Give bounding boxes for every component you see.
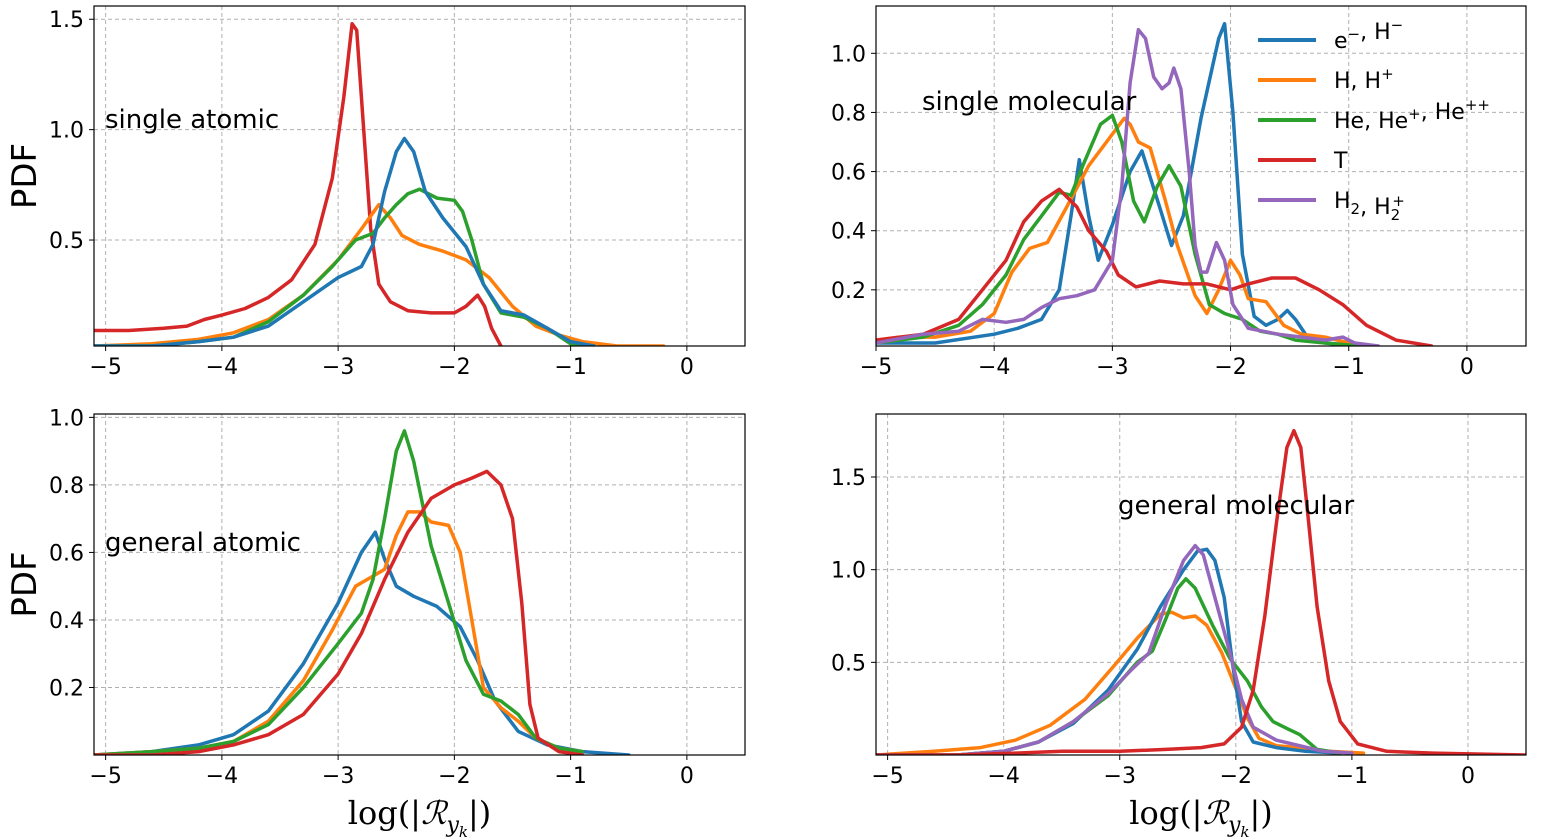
x-tick-label: −4 (987, 764, 1019, 789)
legend-entry-T: T (1333, 149, 1348, 174)
panel-bottom-right: −5 −4 −3 −2 −1 0 0.5 1.0 1.5 general molecular log… (831, 413, 1527, 839)
x-tick-label: 0 (1461, 764, 1475, 789)
y-axis-label: PDF (5, 551, 45, 617)
legend: e−, H− H, H+He, He+, He++ T H2, H2+ (1258, 16, 1490, 224)
series-line-T (876, 428, 1526, 755)
series-line-He (876, 113, 1363, 346)
x-tick-label: −5 (860, 355, 892, 380)
series-line-T (876, 187, 1434, 346)
series-group (876, 428, 1526, 755)
y-axis-label: PDF (5, 143, 45, 209)
series-line-He (876, 577, 1343, 755)
x-tick-label: −1 (554, 355, 586, 380)
y-tick-label: 0.8 (831, 101, 866, 126)
x-tick-label: −5 (89, 355, 121, 380)
y-tick-label: 0.6 (831, 161, 866, 186)
y-tick-label: 1.0 (831, 559, 866, 584)
series-line-H (876, 610, 1366, 755)
legend-entry-H: H, H+ (1334, 65, 1394, 94)
panel-top-left: −5 −4 −3 −2 −1 0 0.5 1.0 1.5 single atomic PDF (5, 5, 746, 380)
x-tick-label: 0 (680, 764, 694, 789)
x-tick-label: −2 (438, 355, 470, 380)
panel-bottom-left: −5 −4 −3 −2 −1 0 0.2 0.4 0.6 0.8 1.0 general atomic… (5, 406, 746, 839)
x-tick-label: −2 (1214, 355, 1246, 380)
x-tick-label: −3 (322, 764, 354, 789)
x-tick-label: −1 (554, 764, 586, 789)
series-line-e (94, 530, 631, 755)
series-line-T (94, 21, 503, 346)
x-tick-label: −2 (1220, 764, 1252, 789)
series-line-H2 (876, 543, 1354, 755)
x-tick-label: −3 (322, 355, 354, 380)
series-line-T (94, 469, 585, 755)
x-tick-label: −4 (206, 355, 238, 380)
series-line-H (876, 116, 1375, 346)
panel-annotation: general molecular (1118, 491, 1354, 521)
y-tick-label: 1.0 (49, 119, 84, 144)
y-tick-label: 0.2 (831, 279, 866, 304)
x-tick-label: 0 (680, 355, 694, 380)
y-tick-label: 1.5 (49, 8, 84, 33)
x-axis-label: log(|ℛyk|) (1129, 794, 1273, 839)
x-tick-label: −4 (978, 355, 1010, 380)
series-line-He (94, 429, 585, 755)
y-tick-label: 0.2 (49, 676, 84, 701)
y-tick-label: 0.6 (49, 541, 84, 566)
series-line-H (94, 510, 585, 755)
axes-frame (93, 5, 746, 347)
x-tick-label: −4 (206, 764, 238, 789)
panel-top-right: −5 −4 −3 −2 −1 0 0.2 0.4 0.6 0.8 1.0 single molecul… (831, 5, 1527, 380)
x-tick-label: −1 (1336, 764, 1368, 789)
y-tick-label: 0.8 (49, 474, 84, 499)
x-tick-label: −5 (871, 764, 903, 789)
series-group (94, 21, 666, 346)
y-tick-label: 1.5 (831, 466, 866, 491)
panel-annotation: general atomic (105, 528, 301, 558)
legend-entry-H2: H2, H2+ (1334, 189, 1405, 224)
series-line-e (94, 136, 596, 346)
x-tick-label: 0 (1460, 355, 1474, 380)
x-tick-label: −3 (1104, 764, 1136, 789)
series-line-He (94, 187, 596, 346)
series-group (876, 21, 1434, 346)
panel-annotation: single atomic (105, 105, 279, 135)
legend-entry-e: e−, H− (1334, 16, 1403, 54)
x-axis-label: log(|ℛyk|) (348, 794, 492, 839)
y-tick-label: 0.4 (49, 609, 84, 634)
series-line-H2 (876, 27, 1381, 346)
x-tick-label: −1 (1333, 355, 1365, 380)
axes-frame (875, 5, 1527, 347)
y-tick-label: 1.0 (49, 406, 84, 431)
legend-entry-He: He, He+, He++ (1334, 96, 1490, 134)
series-line-e (876, 21, 1363, 346)
axes-frame (93, 413, 746, 756)
panel-annotation: single molecular (922, 87, 1137, 117)
x-tick-label: −2 (438, 764, 470, 789)
x-tick-label: −3 (1096, 355, 1128, 380)
y-tick-label: 0.5 (49, 229, 84, 254)
y-tick-label: 0.5 (831, 651, 866, 676)
axes-frame (875, 413, 1527, 756)
y-tick-label: 1.0 (831, 42, 866, 67)
series-group (94, 429, 631, 755)
x-tick-label: −5 (89, 764, 121, 789)
y-tick-label: 0.4 (831, 220, 866, 245)
